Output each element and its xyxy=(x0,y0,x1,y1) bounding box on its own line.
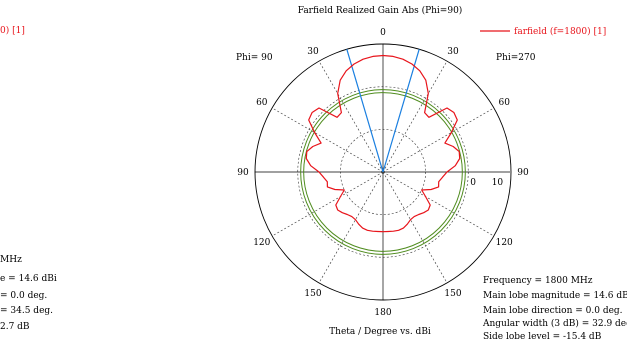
angle-label-1: 30 xyxy=(447,47,459,57)
spoke-240 xyxy=(271,171,384,237)
info-main-lobe-magnitude: Main lobe magnitude = 14.6 dBi xyxy=(483,291,627,301)
gain-curve-path xyxy=(305,54,461,233)
beam-line-0 xyxy=(346,49,384,173)
angle-label-4: 120 xyxy=(496,238,513,248)
angle-label-3: 90 xyxy=(517,168,529,178)
spoke-30 xyxy=(382,60,448,173)
spoke-60 xyxy=(382,107,495,173)
spoke-150 xyxy=(382,171,448,284)
angle-label-10: 60 xyxy=(256,98,268,108)
angle-label-7: 150 xyxy=(304,289,321,299)
radial-tick-labels: 0 10 xyxy=(470,178,503,188)
left-info-line-1: MHz xyxy=(0,255,22,265)
beam-line-1 xyxy=(382,49,420,173)
radial-tick-0: 0 xyxy=(470,178,476,188)
main-lobe-beam-lines xyxy=(346,49,420,173)
angle-label-2: 60 xyxy=(498,98,510,108)
left-info-line-4: = 34.5 deg. xyxy=(0,306,53,316)
info-angular-width: Angular width (3 dB) = 32.9 deg. xyxy=(482,318,627,329)
left-legend-fragment: 0) [1] xyxy=(0,25,25,36)
angle-label-0: 0 xyxy=(380,28,386,38)
angle-label-5: 150 xyxy=(444,289,461,299)
spoke-330 xyxy=(318,60,384,173)
left-info-line-2: e = 14.6 dBi xyxy=(0,274,57,284)
chart-title: Farfield Realized Gain Abs (Phi=90) xyxy=(298,5,463,16)
phi-right-label: Phi=270 xyxy=(496,53,536,63)
spoke-210 xyxy=(318,171,384,284)
spoke-300 xyxy=(271,107,384,173)
angle-label-11: 30 xyxy=(307,47,319,57)
angle-label-8: 120 xyxy=(253,238,270,248)
angle-labels: 0 30 60 90 120 150 180 150 120 90 60 30 xyxy=(237,28,529,318)
green-circle-inner xyxy=(303,92,463,252)
radial-tick-10: 10 xyxy=(492,178,504,188)
legend-label: farfield (f=1800) [1] xyxy=(514,26,606,37)
x-axis-label: Theta / Degree vs. dBi xyxy=(329,327,431,337)
green-reference-circle xyxy=(300,89,466,255)
green-circle-outer xyxy=(300,89,466,255)
gain-curve xyxy=(305,54,461,233)
info-frequency: Frequency = 1800 MHz xyxy=(483,276,593,286)
info-main-lobe-direction: Main lobe direction = 0.0 deg. xyxy=(483,306,623,316)
phi-left-label: Phi= 90 xyxy=(236,53,273,63)
angle-label-6: 180 xyxy=(374,308,391,318)
left-info-line-3: = 0.0 deg. xyxy=(0,291,47,301)
polar-grid xyxy=(254,43,512,301)
info-side-lobe-level: Side lobe level = -15.4 dB xyxy=(483,332,602,340)
spoke-120 xyxy=(382,171,495,237)
left-info-line-5: 2.7 dB xyxy=(0,322,30,332)
angle-label-9: 90 xyxy=(237,168,249,178)
